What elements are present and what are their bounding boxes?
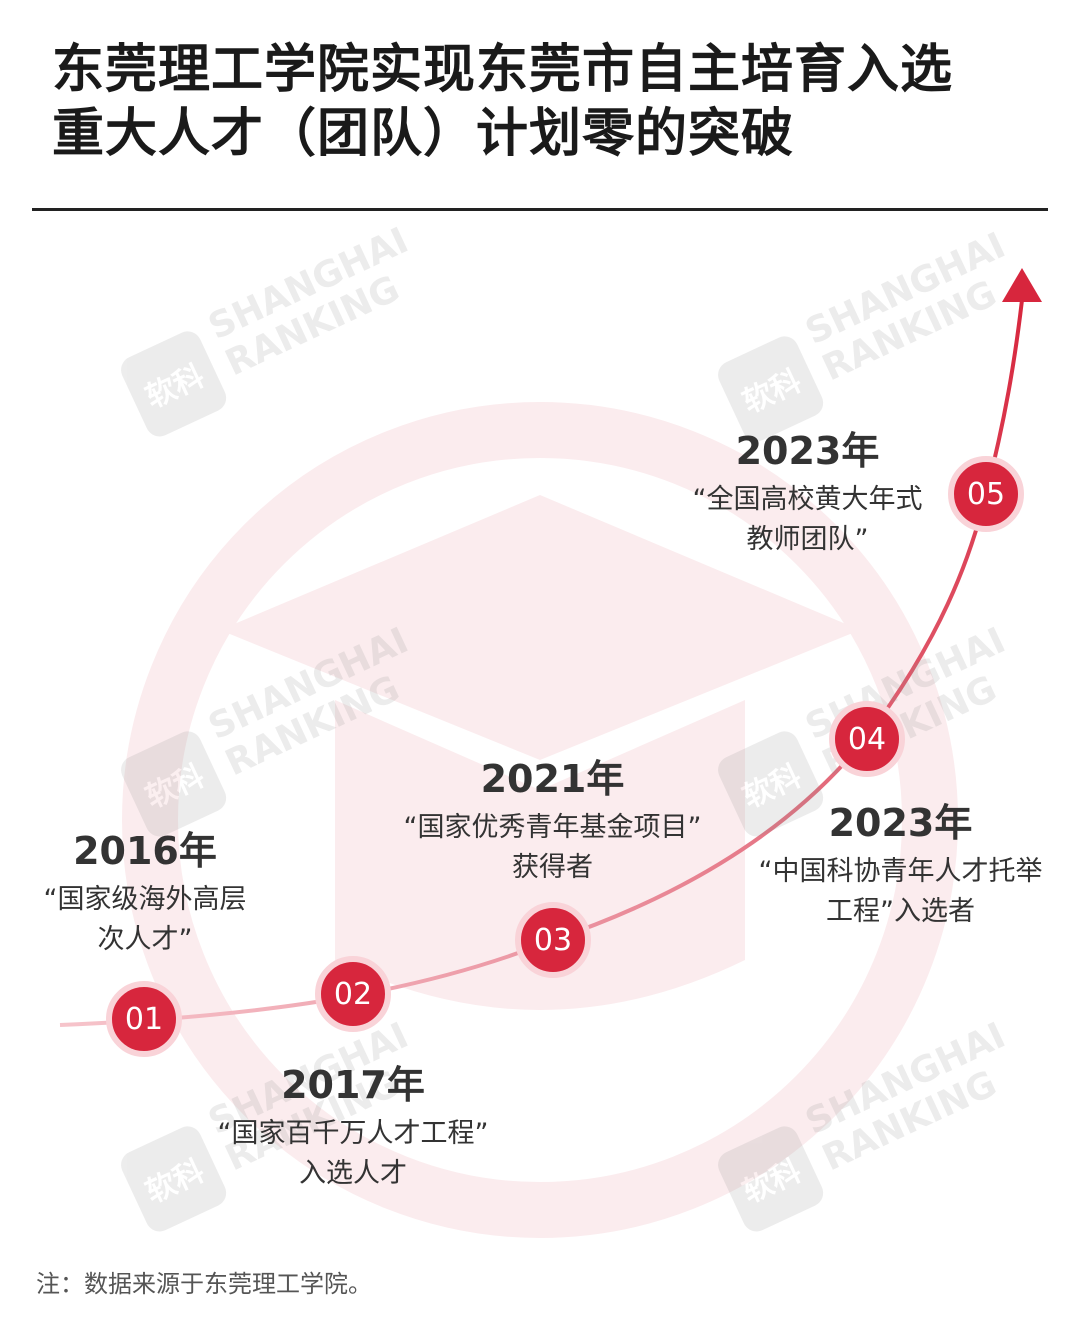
milestone-node-01: 01 — [106, 981, 182, 1057]
arrow-head-icon — [1002, 268, 1042, 302]
milestone-node-03: 03 — [515, 902, 591, 978]
milestone-2023-a: 2023年 “中国科协青年人才托举 工程”入选者 — [738, 800, 1063, 932]
milestone-2021: 2021年 “国家优秀青年基金项目” 获得者 — [380, 756, 725, 888]
milestone-desc: “国家优秀青年基金项目” 获得者 — [403, 812, 702, 883]
milestone-year: 2016年 — [73, 829, 217, 873]
milestone-node-05: 05 — [948, 456, 1024, 532]
title-divider — [32, 208, 1048, 211]
milestone-2017: 2017年 “国家百千万人才工程” 入选人才 — [193, 1062, 513, 1194]
background-circle — [122, 402, 958, 1238]
milestone-year: 2023年 — [828, 801, 973, 845]
title-line-1: 东莞理工学院实现东莞市自主培育入选 — [52, 40, 954, 100]
page-title: 东莞理工学院实现东莞市自主培育入选 重大人才（团队）计划零的突破 — [52, 38, 1042, 166]
milestone-2023-b: 2023年 “全国高校黄大年式 教师团队” — [670, 428, 945, 560]
milestone-desc: “国家级海外高层 次人才” — [43, 884, 247, 955]
milestone-node-02: 02 — [315, 956, 391, 1032]
milestone-node-04: 04 — [829, 701, 905, 777]
milestone-year: 2021年 — [480, 757, 625, 801]
graduation-cap-icon — [220, 495, 860, 1010]
milestone-desc: “国家百千万人才工程” 入选人才 — [217, 1118, 489, 1189]
title-line-2: 重大人才（团队）计划零的突破 — [52, 104, 795, 164]
milestone-2016: 2016年 “国家级海外高层 次人才” — [20, 828, 270, 960]
source-note: 注：数据来源于东莞理工学院。 — [36, 1270, 372, 1298]
milestone-year: 2023年 — [735, 429, 880, 473]
milestone-desc: “全国高校黄大年式 教师团队” — [692, 484, 923, 555]
milestone-desc: “中国科协青年人才托举 工程”入选者 — [758, 856, 1043, 927]
milestone-year: 2017年 — [281, 1063, 425, 1107]
